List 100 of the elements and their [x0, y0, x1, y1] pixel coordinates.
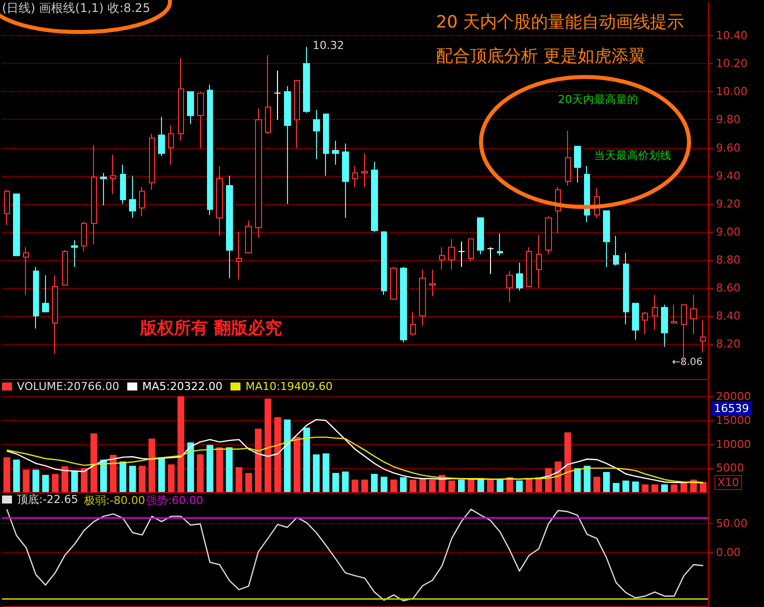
bar: [564, 432, 572, 492]
annotation: 20 天内个股的量能自动画线提示: [436, 12, 684, 32]
y-tick-label: 9.00: [716, 225, 740, 238]
candlestick: [13, 194, 20, 256]
bar: [603, 472, 610, 492]
y-tick-label: 10.40: [716, 29, 748, 42]
candlestick: [400, 266, 407, 344]
bar: [3, 457, 10, 492]
bar: [670, 484, 678, 492]
candlestick: [613, 236, 619, 266]
bar: [264, 398, 272, 492]
bar: [361, 480, 368, 492]
candlestick: [506, 270, 513, 302]
bar: [448, 480, 456, 492]
bar: [661, 484, 668, 492]
candlestick: [429, 269, 436, 297]
bar: [428, 480, 436, 492]
candlestick: [671, 304, 677, 324]
y-tick-label: 8.60: [716, 281, 740, 294]
candlestick: [468, 238, 474, 262]
y-tick-label: 9.40: [716, 169, 740, 182]
y-tick-label: 5000: [716, 462, 744, 475]
candlestick: [661, 304, 668, 348]
candlestick: [158, 116, 165, 157]
bar: [42, 474, 49, 492]
candlestick: [390, 266, 397, 300]
candlestick: [323, 114, 329, 176]
candlestick: [642, 311, 648, 335]
candlestick: [690, 294, 697, 335]
candlestick: [458, 241, 465, 268]
y-tick-label: 10000: [716, 438, 751, 451]
bar: [22, 470, 30, 492]
candlestick: [371, 161, 378, 232]
candlestick: [178, 58, 184, 142]
bar: [400, 477, 407, 492]
bar: [458, 480, 465, 492]
bar: [342, 472, 349, 492]
candlestick: [313, 109, 320, 160]
bar: [390, 480, 398, 492]
candlestick: [33, 266, 39, 330]
y-tick-label: 8.80: [716, 253, 740, 266]
bar: [332, 472, 340, 492]
candlestick: [410, 311, 416, 336]
legend-label: MA10:19409.60: [245, 380, 333, 393]
y-tick-label: 9.60: [716, 141, 740, 154]
candlestick: [71, 240, 78, 268]
bar: [236, 467, 242, 492]
candlestick: [187, 91, 194, 124]
bar: [61, 466, 68, 492]
bar: [651, 484, 658, 492]
bar: [574, 468, 581, 492]
candlestick: [236, 231, 242, 280]
bar: [168, 464, 175, 492]
candlestick: [652, 294, 658, 330]
bar: [622, 480, 630, 492]
y-tick-label: 9.20: [716, 197, 740, 210]
legend-label: MA5:20322.00: [142, 380, 222, 393]
text: X10: [717, 476, 740, 489]
bar: [294, 436, 300, 492]
bar: [120, 462, 126, 492]
bar: [206, 444, 214, 492]
candlestick: [700, 320, 706, 353]
bar: [370, 474, 378, 492]
bar: [410, 480, 416, 492]
candlestick: [255, 108, 262, 238]
text: 16539: [714, 402, 749, 415]
bar: [516, 480, 523, 492]
candlestick: [603, 210, 610, 268]
candlestick: [4, 189, 10, 226]
bar: [196, 454, 204, 492]
bar: [680, 482, 688, 492]
annotation: 当天最高价划线: [594, 149, 671, 162]
candlestick: [632, 302, 639, 340]
bar: [593, 476, 600, 492]
annotation: 配合顶底分析 更是如虎添翼: [436, 46, 646, 66]
candlestick: [623, 252, 629, 325]
bar: [554, 462, 562, 492]
bar: [129, 466, 136, 492]
y-tick-label: 20000: [716, 390, 751, 404]
candlestick: [497, 232, 503, 256]
bar: [90, 433, 98, 492]
candlestick: [284, 86, 291, 204]
chart-title: (日线) 画根线(1,1) 收:8.25: [2, 1, 150, 15]
candlestick: [487, 246, 494, 274]
candlestick: [584, 165, 590, 223]
bar: [284, 420, 291, 492]
candlestick: [139, 186, 145, 217]
bar: [352, 480, 358, 492]
candlestick: [149, 133, 155, 190]
candlestick: [545, 216, 552, 255]
candlestick: [52, 274, 58, 354]
candlestick: [536, 234, 542, 288]
candlestick: [91, 144, 97, 245]
candlestick: [342, 143, 349, 218]
candlestick: [129, 175, 136, 218]
candlestick: [100, 172, 107, 206]
line-series: [6, 436, 704, 484]
candlestick: [361, 152, 368, 188]
candlestick: [565, 130, 571, 186]
bar: [487, 480, 494, 492]
